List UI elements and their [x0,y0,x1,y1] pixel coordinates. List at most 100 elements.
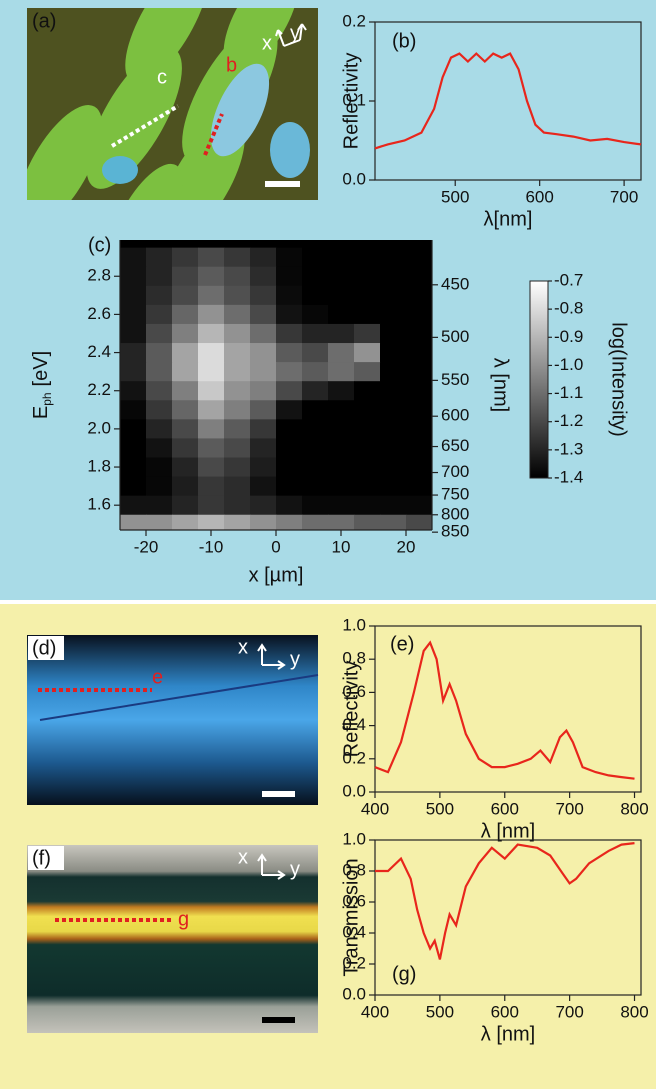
label-box [28,846,64,870]
heatmap-cell [302,247,329,268]
heatmap-cell [198,247,225,268]
y-tick-label: 1.8 [87,457,111,476]
y-tick-label: 1.0 [342,615,366,634]
panel-label: (c) [88,234,111,256]
colorbar-tick-label: -0.9 [554,327,583,346]
heatmap-cell [354,343,381,363]
heatmap-cell [302,285,329,306]
heatmap-cell [250,247,277,268]
heatmap-cell [172,514,199,530]
heatmap-cell [146,419,173,439]
heatmap-cell [146,438,173,458]
heatmap-cell [328,381,355,401]
heatmap-cell [354,476,381,497]
heatmap-cell [120,438,147,458]
heatmap-cell [198,457,225,478]
heatmap-cell [276,400,303,420]
heatmap-cell [172,419,199,439]
heatmap-cell [354,495,381,516]
heatmap-cell [198,323,225,344]
heatmap-cell [224,266,251,287]
heatmap-cell [302,476,329,497]
heatmap-cell [354,304,381,325]
colorbar-tick-label: -0.8 [554,299,583,318]
heatmap-cell [354,419,381,439]
heatmap-cell [302,381,329,401]
heatmap-cell [354,323,381,344]
colorbar-tick-label: -0.7 [554,270,583,289]
colorbar-tick-label: -1.4 [554,467,583,486]
x-tick-label: 500 [441,187,469,206]
heatmap-cell [380,457,407,478]
heatmap-cell [172,285,199,306]
y2-tick-label: 600 [441,406,469,425]
heatmap-cell [198,285,225,306]
heatmap-cell [406,323,432,344]
heatmap-cell [380,438,407,458]
heatmap-cell [328,400,355,420]
heatmap-cell [276,323,303,344]
heatmap-cell [172,343,199,363]
heatmap-cell [328,495,355,516]
y2-tick-label: 700 [441,462,469,481]
heatmap-cell [120,381,147,401]
heatmap-cell [406,343,432,363]
x-tick-label: 20 [397,537,416,556]
heatmap-cell [276,343,303,363]
heatmap-cell [172,400,199,420]
heatmap-cell [328,438,355,458]
heatmap-cell [276,285,303,306]
heatmap-cell [146,266,173,287]
heatmap-cell [380,285,407,306]
axis-letter: x [262,32,272,54]
heatmap-cell [198,495,225,516]
heatmap-cell [406,438,432,458]
heatmap-cell [406,285,432,306]
x-tick-label: 600 [491,1002,519,1021]
x-tick-label: 600 [491,799,519,818]
label-box [28,636,64,660]
y-tick-label: 1.6 [87,495,111,514]
y-tick-label: 0.2 [342,748,366,767]
axis-arrows [257,853,286,880]
heatmap-cell [120,419,147,439]
data-line [374,52,642,150]
heatmap-cell [224,247,251,268]
x-tick-label: 400 [361,1002,389,1021]
x-tick-label: 500 [426,799,454,818]
heatmap-cell [380,323,407,344]
x-axis-label: λ[nm] [484,208,533,230]
heatmap-cell [120,476,147,497]
marker-label: g [178,908,189,930]
heatmap-cell [120,514,147,530]
heatmap-cell [380,419,407,439]
heatmap-cell [224,476,251,497]
heatmap-cell [406,476,432,497]
y2-tick-label: 500 [441,327,469,346]
marker-label: b [226,54,237,76]
y-tick-label: 2.6 [87,304,111,323]
heatmap-cell [120,457,147,478]
y-tick-label: 0.8 [342,649,366,668]
y2-tick-label: 550 [441,370,469,389]
y2-tick-label: 450 [441,274,469,293]
heatmap-cell [250,343,277,363]
y-axis-label: Eph [eV] [30,351,54,419]
heatmap-cell [302,400,329,420]
heatmap-cell [328,323,355,344]
y-label-sub: ph [40,392,54,405]
heatmap-cell [224,514,251,530]
heatmap-cell [224,495,251,516]
heatmap-cell [198,476,225,497]
micrograph-a [27,8,318,200]
heatmap-cell [198,400,225,420]
heatmap-cell [198,419,225,439]
heatmap-cell [406,400,432,420]
heatmap-cell [172,266,199,287]
x-axis-label: λ [nm] [481,820,535,842]
heatmap-cell [146,285,173,306]
cut-line-c [110,104,180,148]
heatmap-cell [302,495,329,516]
heatmap-cell [120,266,147,287]
heatmap-cell [120,362,147,382]
